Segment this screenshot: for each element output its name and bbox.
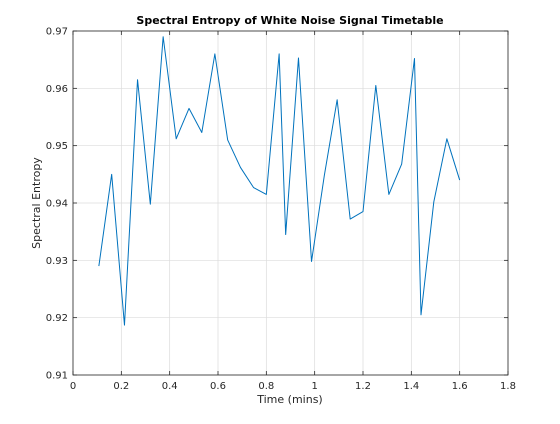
x-tick-label: 0.6 xyxy=(210,381,226,392)
y-tick-label: 0.95 xyxy=(46,141,68,152)
series-layer xyxy=(98,36,461,326)
y-tick-label: 0.91 xyxy=(46,371,68,382)
x-tick-label: 1.8 xyxy=(500,381,516,392)
y-tick-label: 0.94 xyxy=(46,199,68,210)
y-tick-label: 0.96 xyxy=(46,84,68,95)
y-tick-labels: 0.91 0.92 0.93 0.94 0.95 0.96 0.97 xyxy=(46,27,68,382)
x-tick-label: 1.2 xyxy=(355,381,371,392)
x-tick-labels: 0 0.2 0.4 0.6 0.8 1 1.2 1.4 1.6 1.8 xyxy=(70,381,516,392)
chart-title: Spectral Entropy of White Noise Signal T… xyxy=(136,14,443,27)
y-tick-label: 0.92 xyxy=(46,313,68,324)
y-axis-label: Spectral Entropy xyxy=(30,157,43,249)
ticks xyxy=(72,30,509,376)
y-tick-label: 0.93 xyxy=(46,256,68,267)
x-tick-label: 1 xyxy=(311,381,317,392)
x-tick-label: 0.8 xyxy=(258,381,274,392)
x-axis-label: Time (mins) xyxy=(256,393,322,406)
y-tick-label: 0.97 xyxy=(46,27,68,38)
series-line xyxy=(98,36,461,326)
x-tick-label: 0 xyxy=(70,381,76,392)
x-tick-label: 0.2 xyxy=(113,381,129,392)
x-tick-label: 1.6 xyxy=(452,381,468,392)
x-tick-label: 0.4 xyxy=(162,381,178,392)
x-tick-label: 1.4 xyxy=(403,381,419,392)
